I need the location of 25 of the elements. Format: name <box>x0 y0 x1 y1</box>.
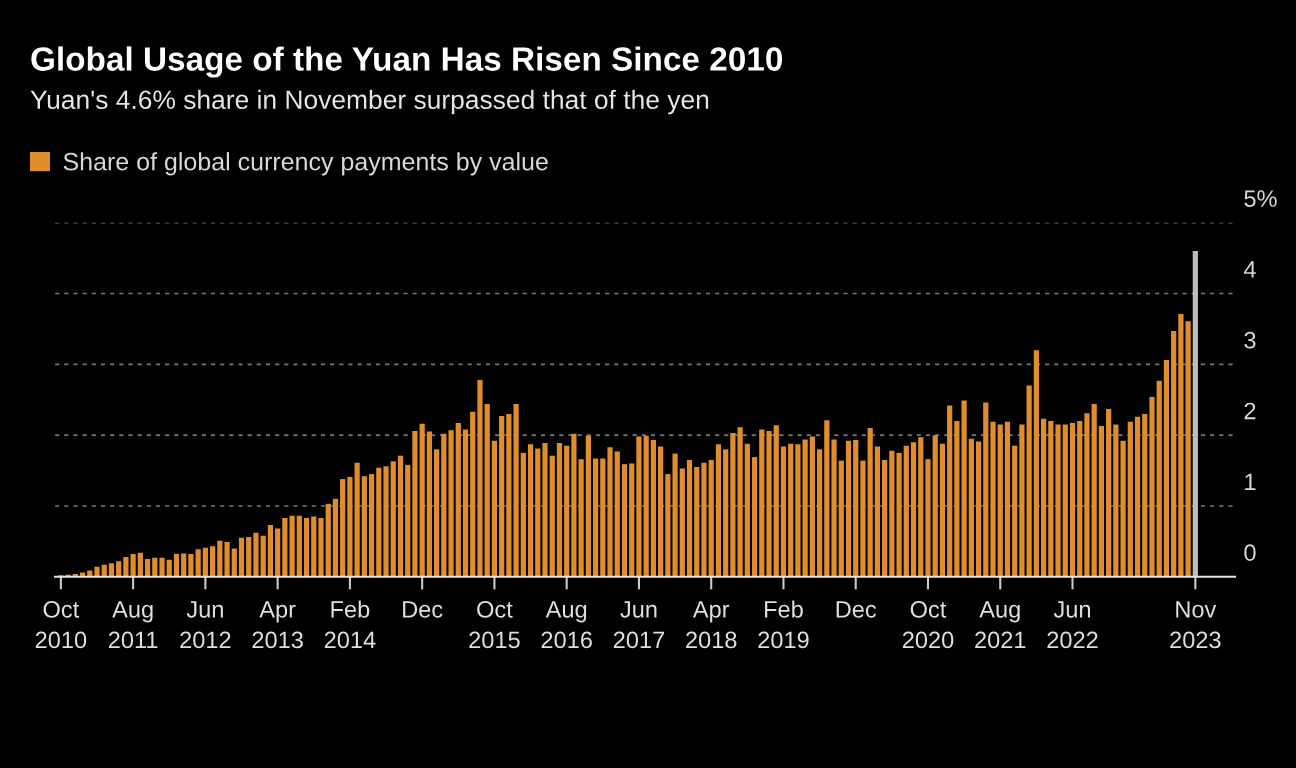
chart-subtitle: Yuan's 4.6% share in November surpassed that of the yen <box>30 89 709 115</box>
x-tick-label: Aug 2011 <box>108 601 158 649</box>
x-tick-label: Apr 2013 <box>252 601 303 649</box>
chart-title: Global Usage of the Yuan Has Risen Since 2010 <box>31 46 783 78</box>
x-tick-label: Jun 2022 <box>1047 601 1098 649</box>
legend-label: Share of global currency payments by value <box>63 152 548 176</box>
y-tick-label: 2 <box>1244 402 1256 420</box>
x-tick-label: Feb 2014 <box>324 600 376 649</box>
x-tick-label: Jun 2012 <box>180 601 231 649</box>
y-tick-label: 0 <box>1244 544 1256 561</box>
x-tick-label: Apr 2018 <box>686 601 737 649</box>
y-tick-label: 5% <box>1244 190 1277 207</box>
x-tick-label: Feb 2019 <box>758 600 809 649</box>
y-tick-label: 1 <box>1245 473 1256 490</box>
x-tick-label: Oct 2010 <box>35 601 87 649</box>
x-tick-label: Dec <box>836 601 877 618</box>
x-tick-label: Oct 2020 <box>902 601 954 649</box>
x-tick-label: Aug 2021 <box>975 601 1026 649</box>
y-tick-label: 4 <box>1243 261 1256 278</box>
x-tick-label: Oct 2015 <box>469 601 520 649</box>
y-tick-label: 3 <box>1244 331 1256 349</box>
x-tick-label: Jun 2017 <box>613 601 665 649</box>
x-tick-label: Nov 2023 <box>1170 601 1221 649</box>
x-tick-label: Dec <box>403 601 443 618</box>
x-tick-label: Aug 2016 <box>541 601 592 649</box>
